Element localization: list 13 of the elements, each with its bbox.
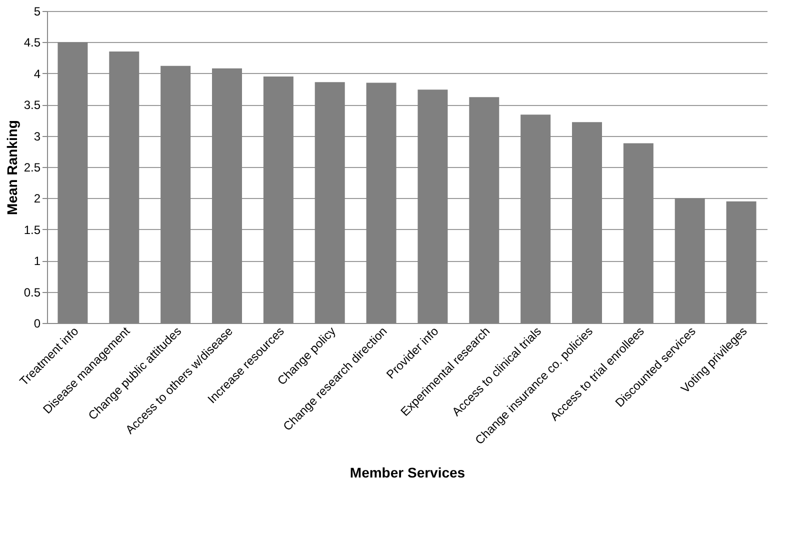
y-tick-label: 2.5 bbox=[24, 160, 41, 174]
y-tick-label: 3 bbox=[34, 129, 41, 144]
y-axis-title: Mean Ranking bbox=[4, 120, 20, 215]
y-tick-label: 0.5 bbox=[24, 285, 41, 300]
y-tick-label: 0 bbox=[34, 316, 41, 330]
y-tick-label: 1 bbox=[34, 254, 41, 268]
y-tick-label: 4 bbox=[34, 66, 41, 81]
x-axis-title: Member Services bbox=[350, 464, 466, 480]
y-tick-label: 3.5 bbox=[24, 98, 41, 112]
y-tick-label: 5 bbox=[34, 4, 41, 18]
y-tick-label: 1.5 bbox=[24, 222, 41, 237]
y-tick-label: 2 bbox=[34, 192, 41, 206]
y-tick-label: 4.5 bbox=[24, 36, 41, 50]
